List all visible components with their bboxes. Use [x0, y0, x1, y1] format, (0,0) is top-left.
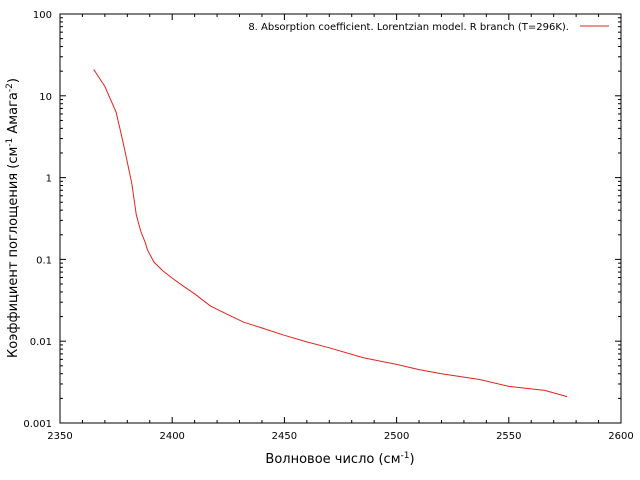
- x-tick-label: 2500: [384, 431, 409, 442]
- x-tick-label: 2600: [608, 431, 633, 442]
- x-tick-label: 2550: [496, 431, 521, 442]
- y-tick-label: 0.1: [36, 255, 52, 266]
- y-tick-label: 10: [39, 92, 52, 103]
- plot-frame: [59, 13, 622, 424]
- legend: 8. Absorption coefficient. Lorentzian mo…: [248, 22, 609, 33]
- y-tick-label: 1: [46, 174, 52, 185]
- legend-label: 8. Absorption coefficient. Lorentzian mo…: [248, 22, 569, 33]
- y-axis-ticks: 0.001 0.01 0.1 1 10 100: [23, 10, 621, 430]
- series-line: [93, 69, 568, 398]
- x-tick-label: 2450: [272, 431, 297, 442]
- x-axis-ticks: 2350 2400 2450 2500 2550 2600: [47, 14, 634, 442]
- y-axis-label: Коэффициент поглощения (см-1 Амага-2): [5, 78, 21, 358]
- x-axis-label: Волновое число (см-1): [265, 451, 414, 467]
- series-layer: [93, 69, 568, 398]
- x-tick-label: 2350: [47, 431, 72, 442]
- y-tick-label: 100: [33, 10, 52, 21]
- y-tick-label: 0.01: [30, 337, 52, 348]
- x-tick-label: 2400: [159, 431, 184, 442]
- y-tick-label: 0.001: [23, 419, 52, 430]
